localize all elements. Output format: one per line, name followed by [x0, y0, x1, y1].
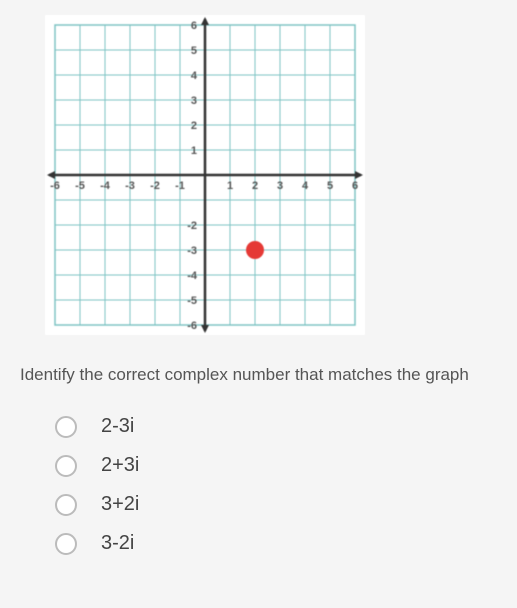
- svg-text:2: 2: [191, 120, 197, 132]
- option-row[interactable]: 3+2i: [55, 493, 139, 516]
- svg-text:1: 1: [191, 145, 197, 157]
- svg-text:4: 4: [191, 70, 198, 82]
- svg-text:-4: -4: [100, 180, 111, 192]
- svg-text:-6: -6: [50, 180, 60, 192]
- answer-options: 2-3i 2+3i 3+2i 3-2i: [55, 415, 139, 571]
- complex-plane-chart: -6 -5 -4 -3 -2 -1 1 2 3 4 5 6 1 2 3 4 5 6 -2 -3 -4 -5 -6: [45, 15, 365, 335]
- option-row[interactable]: 2+3i: [55, 454, 139, 477]
- radio-icon[interactable]: [55, 533, 77, 555]
- svg-text:3: 3: [277, 180, 283, 192]
- option-label: 3+2i: [101, 493, 139, 516]
- option-label: 2-3i: [101, 415, 134, 438]
- option-row[interactable]: 2-3i: [55, 415, 139, 438]
- svg-text:-5: -5: [187, 295, 197, 307]
- svg-text:-5: -5: [75, 180, 85, 192]
- option-label: 3-2i: [101, 532, 134, 555]
- radio-icon[interactable]: [55, 455, 77, 477]
- svg-text:-6: -6: [187, 320, 197, 332]
- svg-text:-2: -2: [150, 180, 160, 192]
- svg-text:4: 4: [302, 180, 309, 192]
- svg-text:5: 5: [327, 180, 333, 192]
- svg-text:-3: -3: [125, 180, 135, 192]
- radio-icon[interactable]: [55, 494, 77, 516]
- option-row[interactable]: 3-2i: [55, 532, 139, 555]
- svg-text:-4: -4: [187, 270, 198, 282]
- svg-text:3: 3: [191, 95, 197, 107]
- radio-icon[interactable]: [55, 416, 77, 438]
- option-label: 2+3i: [101, 454, 139, 477]
- svg-text:1: 1: [227, 180, 233, 192]
- svg-text:6: 6: [352, 180, 358, 192]
- question-text: Identify the correct complex number that…: [20, 365, 469, 385]
- svg-text:-2: -2: [187, 220, 197, 232]
- svg-text:-3: -3: [187, 245, 197, 257]
- svg-text:5: 5: [191, 45, 197, 57]
- svg-text:2: 2: [252, 180, 258, 192]
- svg-text:-1: -1: [175, 180, 185, 192]
- svg-text:6: 6: [191, 20, 197, 32]
